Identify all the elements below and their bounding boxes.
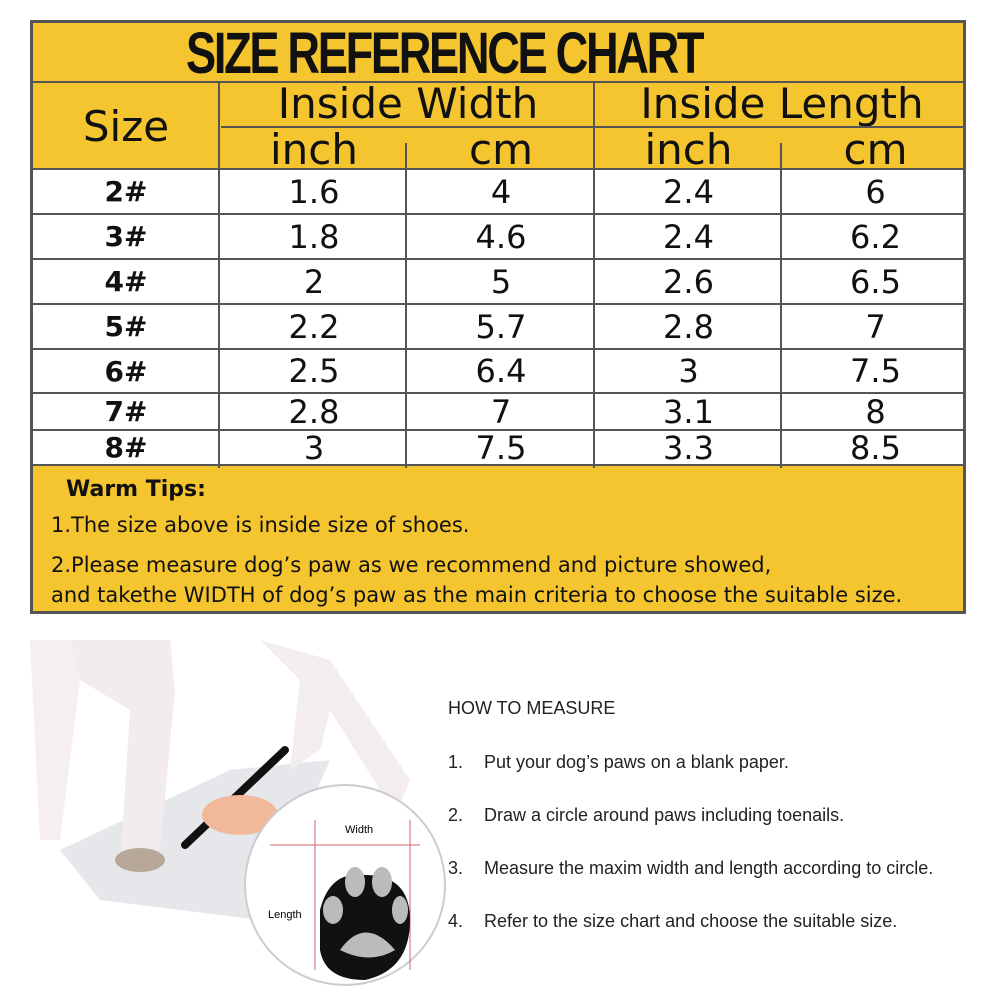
cell-l-cm: 8.5: [850, 428, 901, 467]
inside-length-header: Inside Length: [640, 79, 924, 128]
cell-w-cm: 5: [490, 262, 512, 301]
cell-w-cm: 4.6: [475, 217, 527, 256]
cell-w-cm: 4: [490, 172, 512, 211]
table-row: 5# 2.2 5.7 2.8 7: [33, 305, 963, 350]
cell-w-cm: 5.7: [475, 307, 527, 346]
cell-w-in: 3: [303, 428, 325, 467]
cell-w-cm: 7.5: [475, 428, 527, 467]
cell-l-in: 3.3: [663, 428, 714, 467]
tip-line: and takethe WIDTH of dog’s paw as the ma…: [51, 583, 903, 607]
step-item: 1. Put your dog’s paws on a blank paper.: [448, 752, 789, 772]
hand: [202, 795, 278, 835]
cell-l-in: 3.1: [663, 392, 714, 431]
cell-l-in: 2.6: [663, 262, 714, 301]
length-inch-header: inch: [644, 124, 733, 174]
dog-leg-right: [260, 640, 410, 805]
cell-l-in: 2.8: [663, 307, 714, 346]
cell-w-in: 2.2: [288, 307, 340, 346]
chart-title: SIZE REFERENCE CHART: [33, 23, 963, 85]
table-row: 4# 2 5 2.6 6.5: [33, 260, 963, 305]
dog-paw: [115, 848, 165, 872]
cell-w-cm: 6.4: [475, 352, 527, 390]
step-item: 2. Draw a circle around paws including to…: [448, 805, 845, 825]
width-inch-header: inch: [270, 124, 358, 174]
cell-l-in: 2.4: [663, 217, 714, 256]
cell-l-cm: 6: [865, 172, 886, 211]
table-row: 2# 1.6 4 2.4 6: [33, 170, 963, 215]
cell-w-in: 2.8: [288, 392, 340, 431]
how-to-heading: HOW TO MEASURE: [448, 698, 616, 718]
length-cm-header: cm: [843, 124, 908, 174]
size-table-body: 2# 1.6 4 2.4 6 3# 1.8 4.6 2.4 6.2 4# 2 5 2.6 6.5 5# 2.2 5…: [33, 168, 963, 467]
cell-l-cm: 6.5: [850, 262, 901, 301]
table-row: 7# 2.8 7 3.1 8: [33, 392, 963, 431]
measuring-illustration: Width Length: [30, 640, 446, 986]
cell-size: 5#: [104, 310, 148, 343]
table-row: 8# 3 7.5 3.3 8.5: [33, 428, 963, 467]
size-header: Size: [82, 101, 170, 151]
cell-w-in: 2.5: [288, 352, 340, 390]
tip-line: 1.The size above is inside size of shoes…: [51, 513, 470, 537]
length-label: Length: [268, 909, 302, 921]
tip-line: 2.Please measure dog’s paw as we recomme…: [51, 553, 772, 577]
cell-w-cm: 7: [490, 392, 512, 431]
cell-size: 4#: [104, 265, 148, 298]
size-chart-table: SIZE REFERENCE CHART Size Inside Width I…: [30, 20, 966, 614]
cell-size: 2#: [104, 175, 148, 208]
paw-print-icon: [320, 867, 410, 980]
cell-l-in: 2.4: [663, 172, 714, 211]
inside-width-header: Inside Width: [277, 79, 539, 128]
cell-l-cm: 6.2: [850, 217, 901, 256]
table-row: 6# 2.5 6.4 3 7.5: [33, 350, 963, 394]
table-row: 3# 1.8 4.6 2.4 6.2: [33, 215, 963, 260]
cell-w-in: 1.8: [288, 217, 340, 256]
dog-leg-back: [30, 640, 80, 840]
cell-l-in: 3: [678, 352, 699, 390]
cell-w-in: 1.6: [288, 172, 340, 211]
warm-tips: Warm Tips: 1.The size above is inside si…: [33, 468, 963, 611]
step-item: 3. Measure the maxim width and length acc…: [448, 858, 934, 878]
cell-l-cm: 7.5: [850, 352, 901, 390]
warm-tips-heading: Warm Tips:: [66, 477, 206, 502]
cell-size: 7#: [104, 395, 148, 428]
step-item: 4. Refer to the size chart and choose the…: [448, 911, 898, 931]
cell-w-in: 2: [303, 262, 325, 301]
cell-size: 8#: [104, 431, 148, 464]
width-label: Width: [345, 824, 373, 836]
dog-leg-front: [60, 640, 175, 870]
width-cm-header: cm: [468, 124, 533, 174]
cell-size: 3#: [104, 220, 148, 253]
cell-size: 6#: [104, 354, 148, 388]
cell-l-cm: 7: [865, 307, 886, 346]
cell-l-cm: 8: [865, 392, 886, 431]
